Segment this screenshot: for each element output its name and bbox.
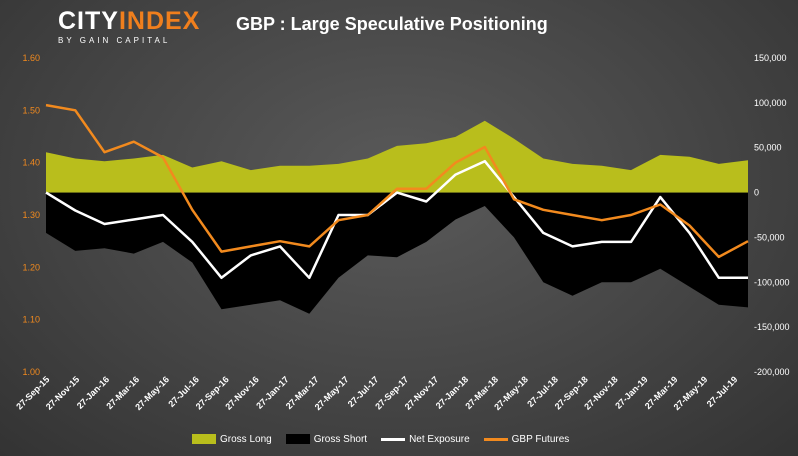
chart-title: GBP : Large Speculative Positioning — [236, 14, 548, 34]
legend-item-gross-long: Gross Long — [192, 434, 272, 445]
positioning-chart: 1.00 1.10 1.20 1.30 1.40 1.50 1.60 -200,000 -150… — [22, 53, 790, 409]
y-left-tick-label: 1.50 — [22, 105, 40, 115]
y-left-tick-label: 1.60 — [22, 53, 40, 63]
legend-swatch-gross-long — [192, 434, 216, 444]
y-right-tick-label: 100,000 — [754, 98, 787, 108]
gross-long-area — [46, 120, 748, 193]
y-right-tick-label: 50,000 — [754, 143, 782, 153]
gross-short-area — [46, 192, 748, 314]
logo-brand-city: CITY — [58, 7, 119, 35]
y-left-tick-label: 1.00 — [22, 367, 40, 377]
legend-item-net-exposure: Net Exposure — [381, 434, 470, 445]
chart-legend: Gross Long Gross Short Net Exposure GBP Fut… — [192, 432, 569, 446]
legend-swatch-gross-short — [285, 434, 310, 444]
logo-tagline: BY GAIN CAPITAL — [58, 36, 171, 45]
y-left-tick-label: 1.10 — [22, 315, 40, 325]
y-left-tick-label: 1.40 — [22, 158, 40, 168]
city-index-logo: CITYINDEX BY GAIN CAPITAL — [58, 7, 201, 52]
x-tick-label: 27-Jul-19 — [705, 374, 740, 409]
y-left-tick-label: 1.20 — [22, 262, 40, 272]
legend-label-net-exposure: Net Exposure — [409, 433, 470, 445]
gbp-futures-line — [45, 103, 749, 259]
legend-swatch-gbp-futures — [483, 437, 508, 441]
y-right-tick-label: -200,000 — [754, 367, 790, 377]
y-right-tick-label: 150,000 — [754, 53, 787, 63]
y-left-tick-label: 1.30 — [22, 210, 40, 220]
legend-label-gbp-futures: GBP Futures — [511, 433, 570, 445]
y-right-tick-label: -50,000 — [754, 232, 785, 242]
y-right-tick-label: -100,000 — [754, 277, 790, 287]
legend-label-gross-short: Gross Short — [313, 433, 368, 445]
legend-swatch-net-exposure — [381, 437, 406, 441]
legend-label-gross-long: Gross Long — [220, 433, 272, 445]
logo-brand-index: INDEX — [118, 7, 201, 35]
y-right-tick-label: -150,000 — [754, 322, 790, 332]
net-exposure-line — [45, 159, 748, 280]
y-right-tick-label: 0 — [754, 188, 759, 198]
legend-item-gbp-futures: GBP Futures — [483, 433, 570, 445]
logo-brand: CITYINDEX — [58, 7, 201, 35]
legend-item-gross-short: Gross Short — [285, 433, 368, 445]
